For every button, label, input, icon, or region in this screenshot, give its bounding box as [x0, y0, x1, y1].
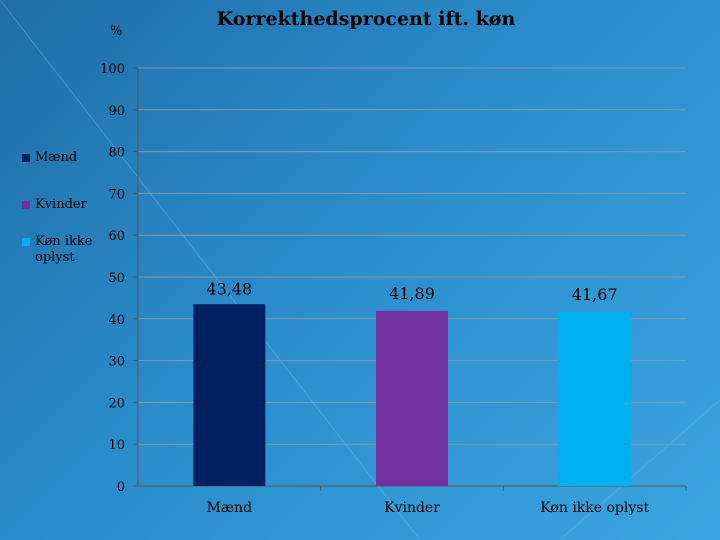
- legend-label-maend: Mænd: [35, 150, 78, 165]
- data-label-0: 43,48: [206, 279, 252, 298]
- bar-1: [376, 310, 448, 486]
- x-tick-label-0: Mænd: [207, 500, 253, 516]
- y-tick-label-100: 100: [100, 62, 125, 77]
- legend-label-kvinder: Kvinder: [35, 197, 87, 212]
- y-tick-label-10: 10: [108, 438, 125, 453]
- bar-2: [558, 311, 631, 486]
- y-tick-label-30: 30: [108, 355, 125, 370]
- chart-title: Korrekthedsprocent ift. køn: [216, 8, 516, 30]
- x-tick-label-1: Kvinder: [384, 500, 440, 516]
- y-tick-label-80: 80: [108, 146, 125, 161]
- y-tick-label-90: 90: [108, 104, 125, 119]
- legend-label-koen-ikke-oplyst: Køn ikke oplyst: [35, 234, 93, 265]
- x-tick-label-2: Køn ikke oplyst: [540, 500, 649, 516]
- y-axis-unit-label: %: [110, 24, 123, 39]
- y-tick-label-60: 60: [108, 229, 125, 244]
- bar-0: [193, 304, 266, 486]
- y-tick-label-40: 40: [108, 313, 125, 328]
- y-tick-label-0: 0: [117, 480, 125, 495]
- y-tick-label-50: 50: [108, 271, 125, 286]
- y-tick-label-20: 20: [108, 396, 125, 411]
- legend-swatch-maend: [22, 154, 30, 162]
- legend-swatch-kvinder: [22, 201, 30, 209]
- legend-swatch-koen-ikke-oplyst: [22, 238, 30, 246]
- data-label-1: 41,89: [389, 284, 435, 303]
- data-label-2: 41,67: [572, 285, 618, 304]
- y-tick-label-70: 70: [108, 187, 125, 202]
